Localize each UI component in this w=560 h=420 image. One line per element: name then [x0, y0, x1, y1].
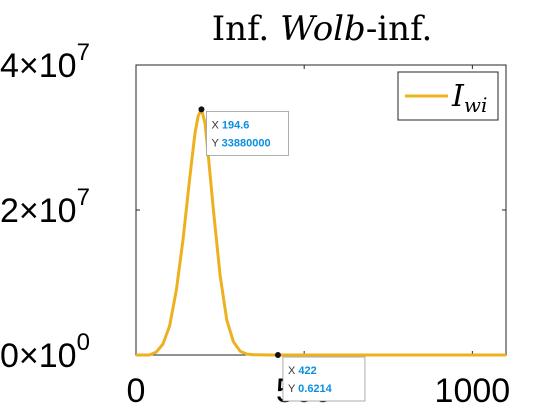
y-tick-label-2: 4×107	[0, 39, 90, 85]
datatip-y-0: Y 33880000	[211, 137, 270, 149]
legend-label-sub: wi	[464, 93, 488, 117]
series-line-I-wi	[136, 107, 506, 357]
y-tick-labels: 0×100 2×107 4×107	[0, 39, 90, 375]
chart-title: Inf. Wolb-inf.	[212, 9, 433, 49]
datatip-x-1: X 422	[288, 365, 317, 377]
legend-label-main: I	[451, 79, 465, 114]
chart-title-prefix: Inf.	[212, 9, 270, 49]
datatip-1[interactable]: X 422 Y 0.6214	[274, 352, 366, 402]
datatip-marker-1[interactable]	[274, 352, 281, 358]
y-tick-label-0: 0×100	[0, 329, 90, 375]
legend[interactable]: Iwi	[397, 71, 499, 121]
x-tick-label-0: 0	[127, 372, 146, 410]
datatip-box-0	[206, 110, 289, 156]
x-tick-label-2: 1000	[435, 372, 511, 410]
datatip-y-1: Y 0.6214	[288, 383, 333, 395]
chart-title-italic: Wolb	[280, 9, 366, 49]
legend-label: Iwi	[451, 79, 487, 117]
datatip-box-1	[282, 356, 366, 402]
datatip-0[interactable]: X 194.6 Y 33880000	[198, 106, 289, 156]
y-tick-label-1: 2×107	[0, 184, 90, 230]
chart-title-suffix: -inf.	[366, 9, 432, 49]
datatips[interactable]: X 194.6 Y 33880000 X 422 Y 0.6214	[198, 106, 366, 402]
datatip-marker-0[interactable]	[198, 106, 205, 113]
datatip-x-0: X 194.6	[211, 119, 249, 131]
